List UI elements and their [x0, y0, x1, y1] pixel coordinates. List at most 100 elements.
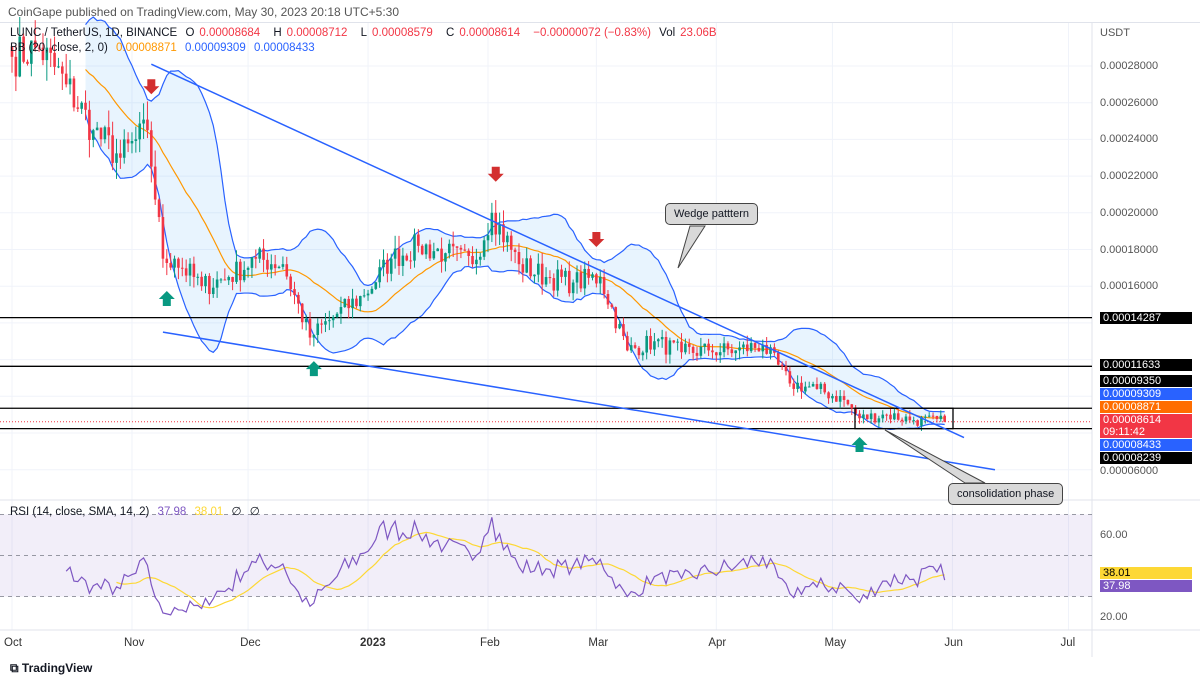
- candle: [807, 381, 811, 388]
- candle-body: [738, 347, 741, 351]
- candle: [235, 250, 238, 284]
- candle-body: [138, 123, 142, 140]
- candle: [753, 340, 757, 353]
- candle: [432, 242, 436, 261]
- candle-body: [227, 277, 231, 281]
- symbol-legend: LUNC / TetherUS, 1D, BINANCE O 0.00008684…: [10, 27, 717, 39]
- candle: [896, 407, 900, 421]
- candle: [506, 231, 509, 252]
- candle-body: [540, 263, 544, 285]
- candle: [196, 273, 200, 286]
- candle: [904, 413, 908, 425]
- tradingview-logo[interactable]: ⧉ TradingView: [10, 661, 92, 676]
- time-axis-label: Apr: [708, 637, 727, 649]
- candle-body: [904, 416, 908, 422]
- candle: [53, 36, 56, 76]
- candle: [680, 333, 683, 359]
- candle-body: [649, 335, 652, 350]
- candle: [788, 366, 792, 387]
- candle: [401, 247, 405, 277]
- candle-body: [815, 384, 819, 389]
- bb-name[interactable]: BB (20, close, 2, 0): [10, 42, 108, 54]
- volume-value: 23.06B: [680, 27, 717, 39]
- candle: [823, 382, 826, 395]
- candle-body: [509, 235, 513, 250]
- candle-body: [258, 248, 261, 259]
- candle-body: [285, 264, 289, 277]
- candle: [862, 409, 865, 424]
- candle: [475, 248, 478, 275]
- candle: [277, 265, 281, 269]
- candle-body: [413, 234, 416, 261]
- candle-body: [91, 130, 95, 140]
- candle-body: [424, 244, 428, 255]
- published-caption: CoinGape published on TradingView.com, M…: [8, 5, 400, 19]
- candle-body: [595, 274, 598, 284]
- candle: [455, 246, 459, 262]
- candle: [231, 276, 234, 291]
- candle-body: [757, 347, 761, 352]
- candle: [796, 375, 799, 393]
- candle: [881, 410, 885, 423]
- candle-body: [924, 416, 927, 418]
- candle: [664, 331, 668, 364]
- candle: [64, 53, 68, 88]
- candle: [715, 351, 718, 362]
- open-value: 0.00008684: [199, 27, 261, 39]
- candle: [618, 320, 621, 330]
- candle: [150, 121, 153, 183]
- candle-body: [629, 345, 633, 351]
- candle-body: [347, 298, 350, 309]
- chart-frame[interactable]: [0, 22, 1200, 657]
- candle-body: [556, 269, 559, 291]
- candle: [153, 150, 157, 205]
- candle-body: [53, 52, 56, 67]
- candle-body: [935, 415, 939, 420]
- candle: [211, 278, 215, 298]
- candle: [467, 248, 470, 266]
- candle: [827, 391, 830, 404]
- candle: [347, 295, 350, 319]
- candle: [784, 360, 788, 376]
- rsi-value-tag: 37.98: [1100, 580, 1192, 593]
- candle: [544, 267, 548, 287]
- time-axis-label: May: [824, 637, 847, 649]
- candle: [769, 344, 772, 360]
- time-axis-label: Nov: [123, 637, 145, 649]
- candle: [575, 265, 579, 294]
- candle-body: [242, 269, 246, 281]
- candle: [312, 333, 316, 347]
- candle: [440, 237, 443, 273]
- candle: [637, 345, 641, 360]
- candle-body: [606, 293, 610, 305]
- candle: [254, 249, 258, 269]
- candle: [916, 419, 919, 427]
- candle-body: [359, 296, 362, 307]
- time-axis-label: 2023: [360, 637, 386, 649]
- candle: [684, 338, 687, 355]
- candle: [328, 310, 331, 331]
- candle-body: [417, 234, 420, 246]
- symbol[interactable]: LUNC / TetherUS, 1D, BINANCE: [10, 27, 178, 39]
- candle: [130, 132, 134, 154]
- candle: [606, 290, 610, 309]
- candle-body: [602, 277, 606, 294]
- price-axis-label: 0.00026000: [1100, 96, 1159, 109]
- candle-body: [746, 344, 749, 352]
- candle-body: [927, 415, 931, 417]
- candle-body: [680, 341, 683, 353]
- candle: [72, 76, 76, 112]
- candle-body: [827, 392, 830, 399]
- candle: [242, 261, 246, 283]
- tradingview-logo-text: TradingView: [21, 661, 93, 675]
- candle-body: [765, 344, 768, 354]
- close-value: 0.00008614: [459, 27, 521, 39]
- rsi-name[interactable]: RSI (14, close, SMA, 14, 2): [10, 506, 150, 518]
- candle-body: [208, 275, 211, 295]
- consolidation-phase-callout: consolidation phase: [948, 483, 1064, 505]
- bb-upper-value: 0.00009309: [184, 42, 246, 54]
- candle-body: [119, 153, 122, 158]
- candle-body: [177, 258, 180, 268]
- candle-body: [571, 282, 575, 294]
